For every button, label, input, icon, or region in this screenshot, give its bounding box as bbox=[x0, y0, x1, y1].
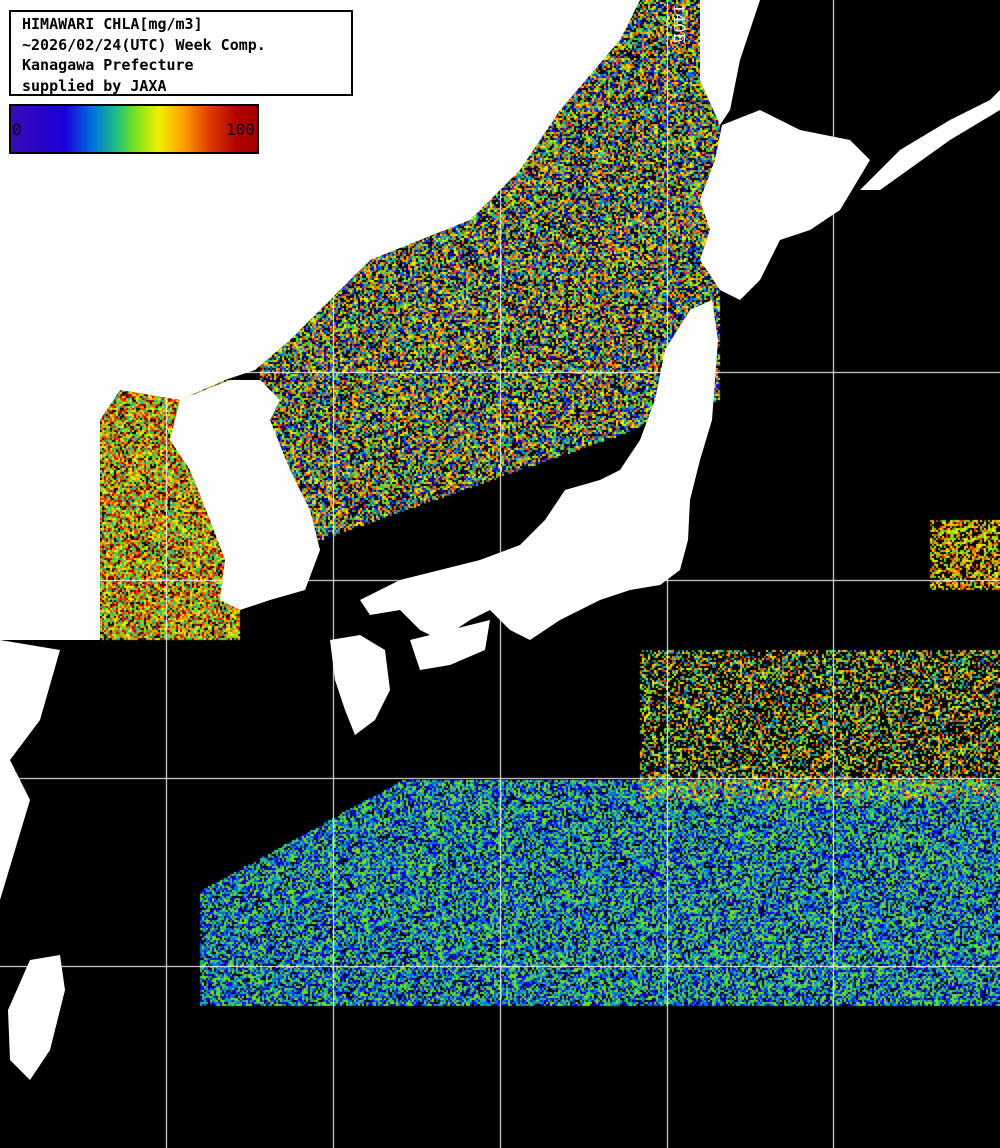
color-scale-bar: 0 100 bbox=[9, 104, 259, 154]
land-kyushu bbox=[330, 635, 390, 735]
land-mainland-south bbox=[0, 640, 60, 900]
map-date: ~2026/02/24(UTC) Week Comp. bbox=[22, 35, 266, 54]
latitude-label-40n: 40N bbox=[14, 352, 47, 370]
scale-max-label: 100 bbox=[226, 120, 255, 139]
longitude-label: 140E bbox=[670, 4, 688, 44]
land-sakhalin bbox=[700, 0, 760, 125]
land-hokkaido bbox=[700, 110, 870, 300]
land-island bbox=[398, 127, 426, 163]
map-title: HIMAWARI CHLA[mg/m3] bbox=[22, 15, 203, 33]
map-credit: supplied by JAXA bbox=[22, 76, 167, 95]
land-mainland bbox=[0, 0, 640, 640]
land-taiwan bbox=[8, 955, 65, 1080]
scale-min-label: 0 bbox=[12, 120, 22, 139]
map-region: Kanagawa Prefecture bbox=[22, 56, 194, 74]
land-shikoku bbox=[410, 620, 490, 670]
latitude-label-30n: 30N bbox=[14, 758, 47, 776]
map-info-box: HIMAWARI CHLA[mg/m3] ~2026/02/24(UTC) We… bbox=[9, 10, 353, 96]
land-honshu bbox=[360, 300, 718, 640]
land-korea bbox=[170, 380, 320, 610]
land-kurils bbox=[860, 90, 1000, 190]
